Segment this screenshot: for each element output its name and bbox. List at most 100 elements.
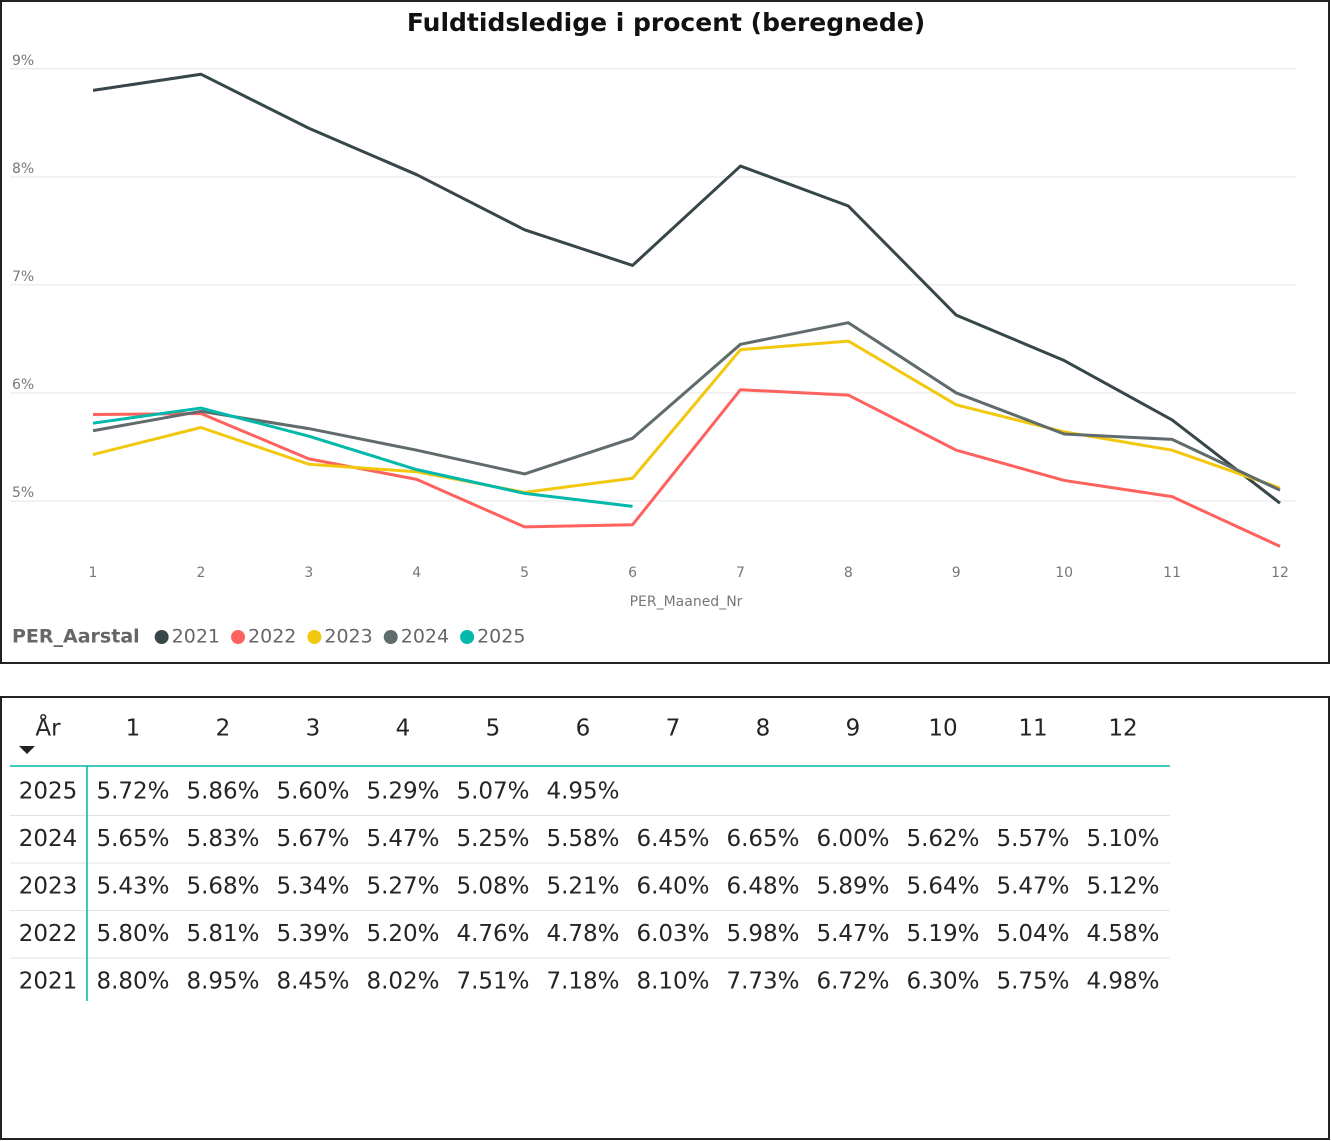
table-header: 4 — [396, 716, 411, 742]
legend-marker — [460, 630, 475, 644]
legend-label: 2024 — [401, 626, 449, 648]
x-tick-label: 2 — [196, 565, 205, 581]
table-cell: 8.10% — [636, 969, 709, 995]
y-tick-label: 5% — [12, 485, 34, 501]
table-header: 9 — [846, 716, 861, 742]
table-cell: 5.67% — [276, 826, 349, 852]
table-cell: 6.40% — [636, 874, 709, 900]
row-header: 2021 — [19, 969, 78, 995]
table-header: 8 — [756, 716, 771, 742]
table-cell: 8.02% — [366, 969, 439, 995]
table-cell: 5.47% — [816, 921, 889, 947]
y-tick-label: 8% — [12, 161, 34, 177]
table-cell: 6.65% — [726, 826, 799, 852]
table-header: 12 — [1108, 716, 1137, 742]
table-cell: 5.08% — [456, 874, 529, 900]
x-tick-label: 11 — [1163, 565, 1181, 581]
table-cell: 5.57% — [996, 826, 1069, 852]
legend-marker — [383, 630, 398, 644]
legend-label: 2021 — [172, 626, 220, 648]
table-cell: 5.47% — [996, 874, 1069, 900]
chart-frame — [0, 0, 1330, 664]
table-cell: 8.80% — [96, 969, 169, 995]
table-cell: 5.04% — [996, 921, 1069, 947]
table-frame — [0, 696, 1330, 1140]
table-cell: 4.78% — [546, 921, 619, 947]
table-cell: 8.95% — [186, 969, 259, 995]
table-cell: 7.18% — [546, 969, 619, 995]
sort-icon[interactable] — [19, 746, 35, 754]
x-tick-label: 8 — [844, 565, 853, 581]
table-cell: 6.03% — [636, 921, 709, 947]
table-cell: 5.65% — [96, 826, 169, 852]
legend-label: 2025 — [477, 626, 525, 648]
row-header: 2025 — [19, 779, 78, 805]
table-cell: 5.39% — [276, 921, 349, 947]
line — [92, 388, 1281, 548]
legend-label: 2022 — [248, 626, 296, 648]
line — [92, 406, 633, 508]
y-tick-label: 7% — [12, 269, 34, 285]
table-cell: 5.60% — [276, 779, 349, 805]
table-header: 5 — [486, 716, 501, 742]
table-cell: 5.25% — [456, 826, 529, 852]
table-cell: 5.83% — [186, 826, 259, 852]
legend-marker — [231, 630, 246, 644]
table-cell: 5.81% — [186, 921, 259, 947]
legend-label: 2023 — [324, 626, 372, 648]
table-cell: 5.21% — [546, 874, 619, 900]
table-header: 3 — [306, 716, 321, 742]
line — [92, 321, 1281, 492]
table-header: 2 — [216, 716, 231, 742]
table-header: 11 — [1018, 716, 1047, 742]
x-tick-label: 9 — [952, 565, 961, 581]
table-cell: 7.73% — [726, 969, 799, 995]
table-header: År — [35, 714, 61, 742]
table-cell: 4.76% — [456, 921, 529, 947]
table-cell: 4.95% — [546, 779, 619, 805]
legend-marker — [307, 630, 322, 644]
table-header: 1 — [126, 716, 141, 742]
legend-title: PER_Aarstal — [12, 626, 140, 648]
table-cell: 6.30% — [906, 969, 979, 995]
table-cell: 4.58% — [1086, 921, 1159, 947]
table-header: 6 — [576, 716, 591, 742]
x-tick-label: 7 — [736, 565, 745, 581]
table-cell: 5.12% — [1086, 874, 1159, 900]
x-tick-label: 12 — [1271, 565, 1289, 581]
x-tick-label: 6 — [628, 565, 637, 581]
table-header: 7 — [666, 716, 681, 742]
row-header: 2023 — [19, 874, 78, 900]
table-cell: 5.34% — [276, 874, 349, 900]
row-header: 2024 — [19, 826, 78, 852]
table-cell: 6.00% — [816, 826, 889, 852]
table-cell: 5.68% — [186, 874, 259, 900]
table-cell: 5.19% — [906, 921, 979, 947]
table-cell: 5.98% — [726, 921, 799, 947]
table-cell: 5.64% — [906, 874, 979, 900]
x-tick-label: 5 — [520, 565, 529, 581]
table-cell: 5.75% — [996, 969, 1069, 995]
table-cell: 5.72% — [96, 779, 169, 805]
x-tick-label: 3 — [304, 565, 313, 581]
table-cell: 5.27% — [366, 874, 439, 900]
table-cell: 6.72% — [816, 969, 889, 995]
table-cell: 6.45% — [636, 826, 709, 852]
table-cell: 4.98% — [1086, 969, 1159, 995]
x-tick-label: 1 — [89, 565, 98, 581]
table-cell: 5.58% — [546, 826, 619, 852]
x-tick-label: 10 — [1055, 565, 1073, 581]
table-cell: 5.62% — [906, 826, 979, 852]
y-tick-label: 6% — [12, 377, 34, 393]
table-cell: 5.07% — [456, 779, 529, 805]
table-cell: 5.10% — [1086, 826, 1159, 852]
x-tick-label: 4 — [412, 565, 421, 581]
table-cell: 5.80% — [96, 921, 169, 947]
line — [92, 72, 1281, 505]
table-cell: 7.51% — [456, 969, 529, 995]
table-cell: 5.20% — [366, 921, 439, 947]
table-cell: 5.43% — [96, 874, 169, 900]
table-cell: 5.89% — [816, 874, 889, 900]
x-axis-label: PER_Maaned_Nr — [630, 594, 743, 610]
